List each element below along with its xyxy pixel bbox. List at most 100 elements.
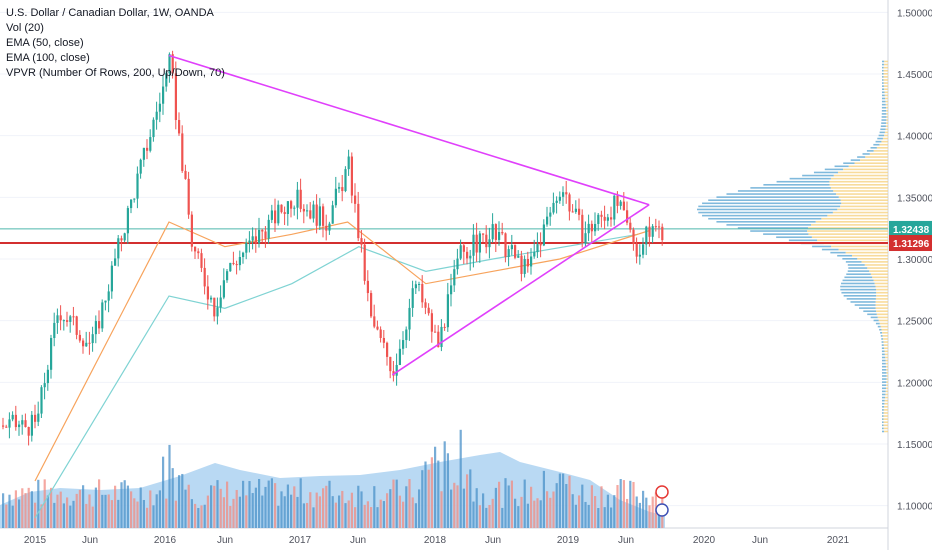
volume-bar [222, 497, 225, 528]
volume-profile-down [886, 369, 888, 371]
candle-body [498, 231, 501, 240]
volume-bar [581, 484, 584, 528]
legend-indicator-ema100[interactable]: EMA (100, close) [6, 52, 90, 64]
volume-bar [139, 487, 142, 528]
volume-profile-up [881, 110, 887, 112]
volume-profile-up [881, 375, 887, 377]
volume-bar [104, 494, 107, 528]
volume-bar [366, 501, 369, 528]
legend-indicator-vpvr[interactable]: VPVR (Number Of Rows, 200, Up/Down, 70) [6, 67, 225, 79]
candle-body [331, 205, 334, 224]
volume-profile-up [881, 116, 887, 118]
volume-profile-up [875, 140, 882, 143]
volume-profile-up [873, 143, 880, 146]
candle-body [568, 194, 571, 212]
candle-body [382, 337, 385, 343]
candle-body [328, 223, 331, 231]
legend-indicator-vol[interactable]: Vol (20) [6, 22, 44, 34]
candle-body [286, 201, 289, 214]
x-tick-label: 2021 [827, 535, 850, 546]
candle-body [610, 217, 613, 220]
candle-body [360, 238, 363, 245]
candle-body [517, 255, 520, 258]
candle-body [53, 322, 56, 339]
candle-body [402, 340, 405, 349]
volume-bar [302, 503, 305, 528]
volume-profile-down [883, 85, 888, 87]
volume-bar [126, 485, 129, 528]
legend-indicator-ema50[interactable]: EMA (50, close) [6, 37, 84, 49]
volume-profile-down [848, 165, 888, 168]
candle-body [478, 233, 481, 253]
volume-bar [158, 490, 161, 528]
candle-body [85, 342, 88, 347]
candle-body [440, 326, 443, 348]
volume-bar [504, 478, 507, 528]
volume-profile-down [854, 162, 888, 165]
candle-body [187, 178, 190, 215]
candle-body [635, 244, 638, 257]
volume-profile-down [885, 128, 888, 131]
candle-body [290, 201, 293, 209]
candle-body [546, 216, 549, 225]
volume-profile-up [882, 421, 884, 424]
volume-bar [565, 484, 568, 528]
volume-bar [62, 503, 65, 528]
volume-bar [149, 490, 152, 528]
candle-body [446, 294, 449, 328]
chart-legend: U.S. Dollar / Canadian Dollar, 1W, OANDA… [6, 6, 225, 81]
volume-profile-up [881, 63, 884, 66]
volume-bar [462, 488, 465, 528]
volume-bar [542, 470, 545, 528]
volume-bar [30, 491, 33, 528]
candle-body [622, 201, 625, 211]
legend-title[interactable]: U.S. Dollar / Canadian Dollar, 1W, OANDA [6, 7, 214, 19]
volume-profile-down [884, 402, 888, 405]
volume-profile-down [880, 325, 888, 328]
volume-profile-up [881, 369, 887, 371]
volume-profile-down [883, 421, 888, 424]
volume-profile-up [843, 162, 855, 165]
volume-bar [459, 429, 462, 528]
volume-bar [178, 475, 181, 528]
volume-profile-down [884, 399, 888, 402]
volume-profile-up [788, 239, 818, 242]
candle-body [437, 331, 440, 348]
candle-body [651, 226, 654, 237]
candle-body [162, 86, 165, 104]
candle-body [251, 236, 254, 241]
candle-body [603, 216, 606, 221]
volume-bar [261, 495, 264, 528]
candle-body [462, 245, 465, 252]
volume-bar [107, 494, 110, 528]
volume-bar [642, 490, 645, 528]
candle-body [526, 259, 529, 267]
volume-profile-up [881, 66, 884, 69]
volume-bar [411, 497, 414, 528]
x-tick-label: 2019 [557, 535, 580, 546]
candle-body [427, 307, 430, 314]
volume-bar [546, 491, 549, 528]
candle-body [357, 203, 360, 239]
volume-bar [280, 491, 283, 528]
volume-bar [402, 501, 405, 528]
volume-profile-down [830, 177, 888, 180]
volume-profile-down [840, 199, 888, 202]
candle-body [40, 387, 43, 414]
volume-profile-up [841, 282, 875, 285]
y-tick-label: 1.50000 [897, 8, 932, 19]
volume-profile-down [886, 110, 888, 112]
candle-body [261, 229, 264, 232]
volume-bar [40, 504, 43, 528]
volume-profile-down [851, 254, 888, 257]
candle-body [69, 316, 72, 322]
volume-profile-up [881, 378, 887, 380]
volume-bar [174, 500, 177, 528]
candle-body [450, 285, 453, 295]
candle-body [235, 264, 238, 266]
candle-body [616, 195, 619, 206]
triangle-lower-line [391, 204, 650, 376]
volume-bar [395, 479, 398, 528]
